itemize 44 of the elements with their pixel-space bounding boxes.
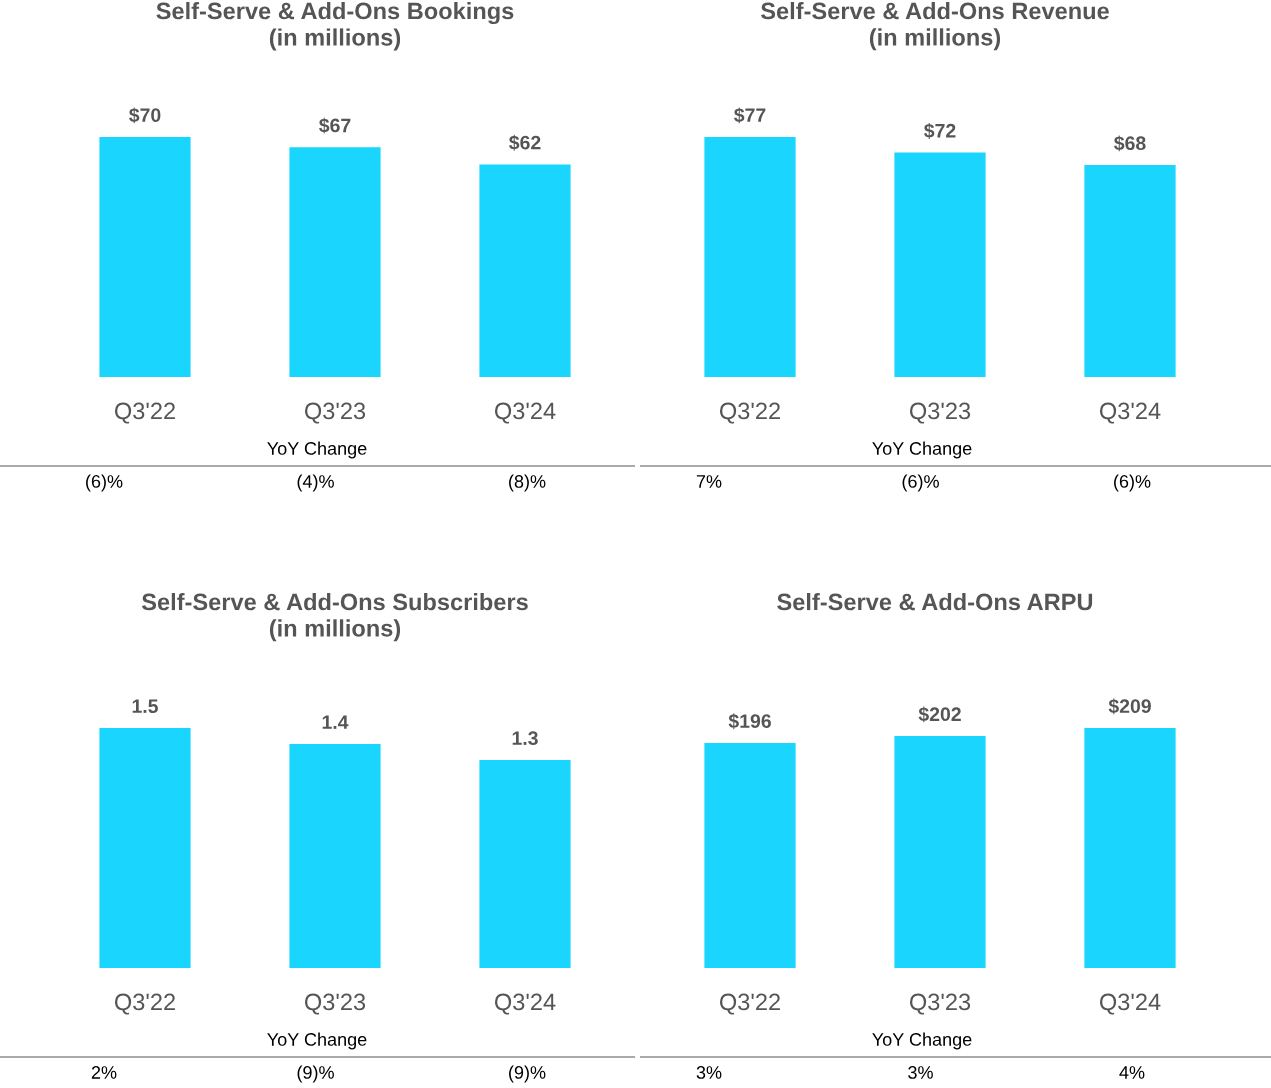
text: (6)% — [902, 474, 939, 492]
data-label: $202 — [918, 706, 961, 723]
x-tick-label: Q3'24 — [494, 993, 556, 1015]
text: YoY Change — [267, 1032, 367, 1050]
chart-title: Self-Serve & Add-Ons Revenue (in millions) — [760, 2, 1109, 51]
data-label: $77 — [734, 107, 766, 124]
x-tick-label: Q3'22 — [719, 993, 780, 1015]
data-label: 1.4 — [322, 715, 349, 729]
data-label: $62 — [509, 134, 541, 151]
chart-title: Self-Serve & Add-Ons Bookings (in millions) — [156, 2, 514, 51]
text: (9)% — [509, 1065, 546, 1083]
text: (8)% — [509, 474, 546, 492]
x-tick-label: Q3'22 — [114, 993, 175, 1015]
data-label: $72 — [924, 123, 956, 139]
text: 2% — [91, 1066, 117, 1079]
text: YoY Change — [872, 1032, 972, 1050]
text: YoY Change — [872, 441, 972, 459]
x-tick-label: Q3'22 — [114, 402, 175, 424]
chart-title: Self-Serve & Add-Ons ARPU — [777, 593, 1093, 611]
text: (6)% — [86, 474, 123, 492]
text: (4)% — [297, 474, 334, 492]
x-tick-label: Q3'24 — [1099, 402, 1161, 424]
text: 7% — [696, 475, 722, 488]
data-label: $67 — [319, 117, 351, 134]
x-tick-label: Q3'24 — [1099, 993, 1161, 1015]
text: (9)% — [297, 1065, 334, 1083]
data-label: $70 — [129, 107, 161, 124]
text: (6)% — [1114, 474, 1151, 492]
data-label: $68 — [1114, 135, 1146, 152]
data-label: $209 — [1108, 698, 1151, 715]
x-tick-label: Q3'22 — [719, 402, 780, 424]
x-tick-label: Q3'24 — [494, 402, 556, 424]
text: YoY Change — [267, 441, 367, 459]
data-label: 1.5 — [132, 699, 158, 714]
x-tick-label: Q3'23 — [909, 402, 971, 424]
data-label: 1.3 — [512, 731, 538, 746]
x-tick-label: Q3'23 — [304, 993, 366, 1015]
text: 3% — [908, 1066, 933, 1079]
chart-title: Self-Serve & Add-Ons Subscribers (in millions) — [141, 593, 528, 642]
x-tick-label: Q3'23 — [304, 402, 366, 424]
x-tick-label: Q3'23 — [909, 993, 971, 1015]
text: 3% — [696, 1066, 722, 1079]
data-label: $196 — [728, 713, 771, 730]
text: 4% — [1119, 1066, 1145, 1079]
